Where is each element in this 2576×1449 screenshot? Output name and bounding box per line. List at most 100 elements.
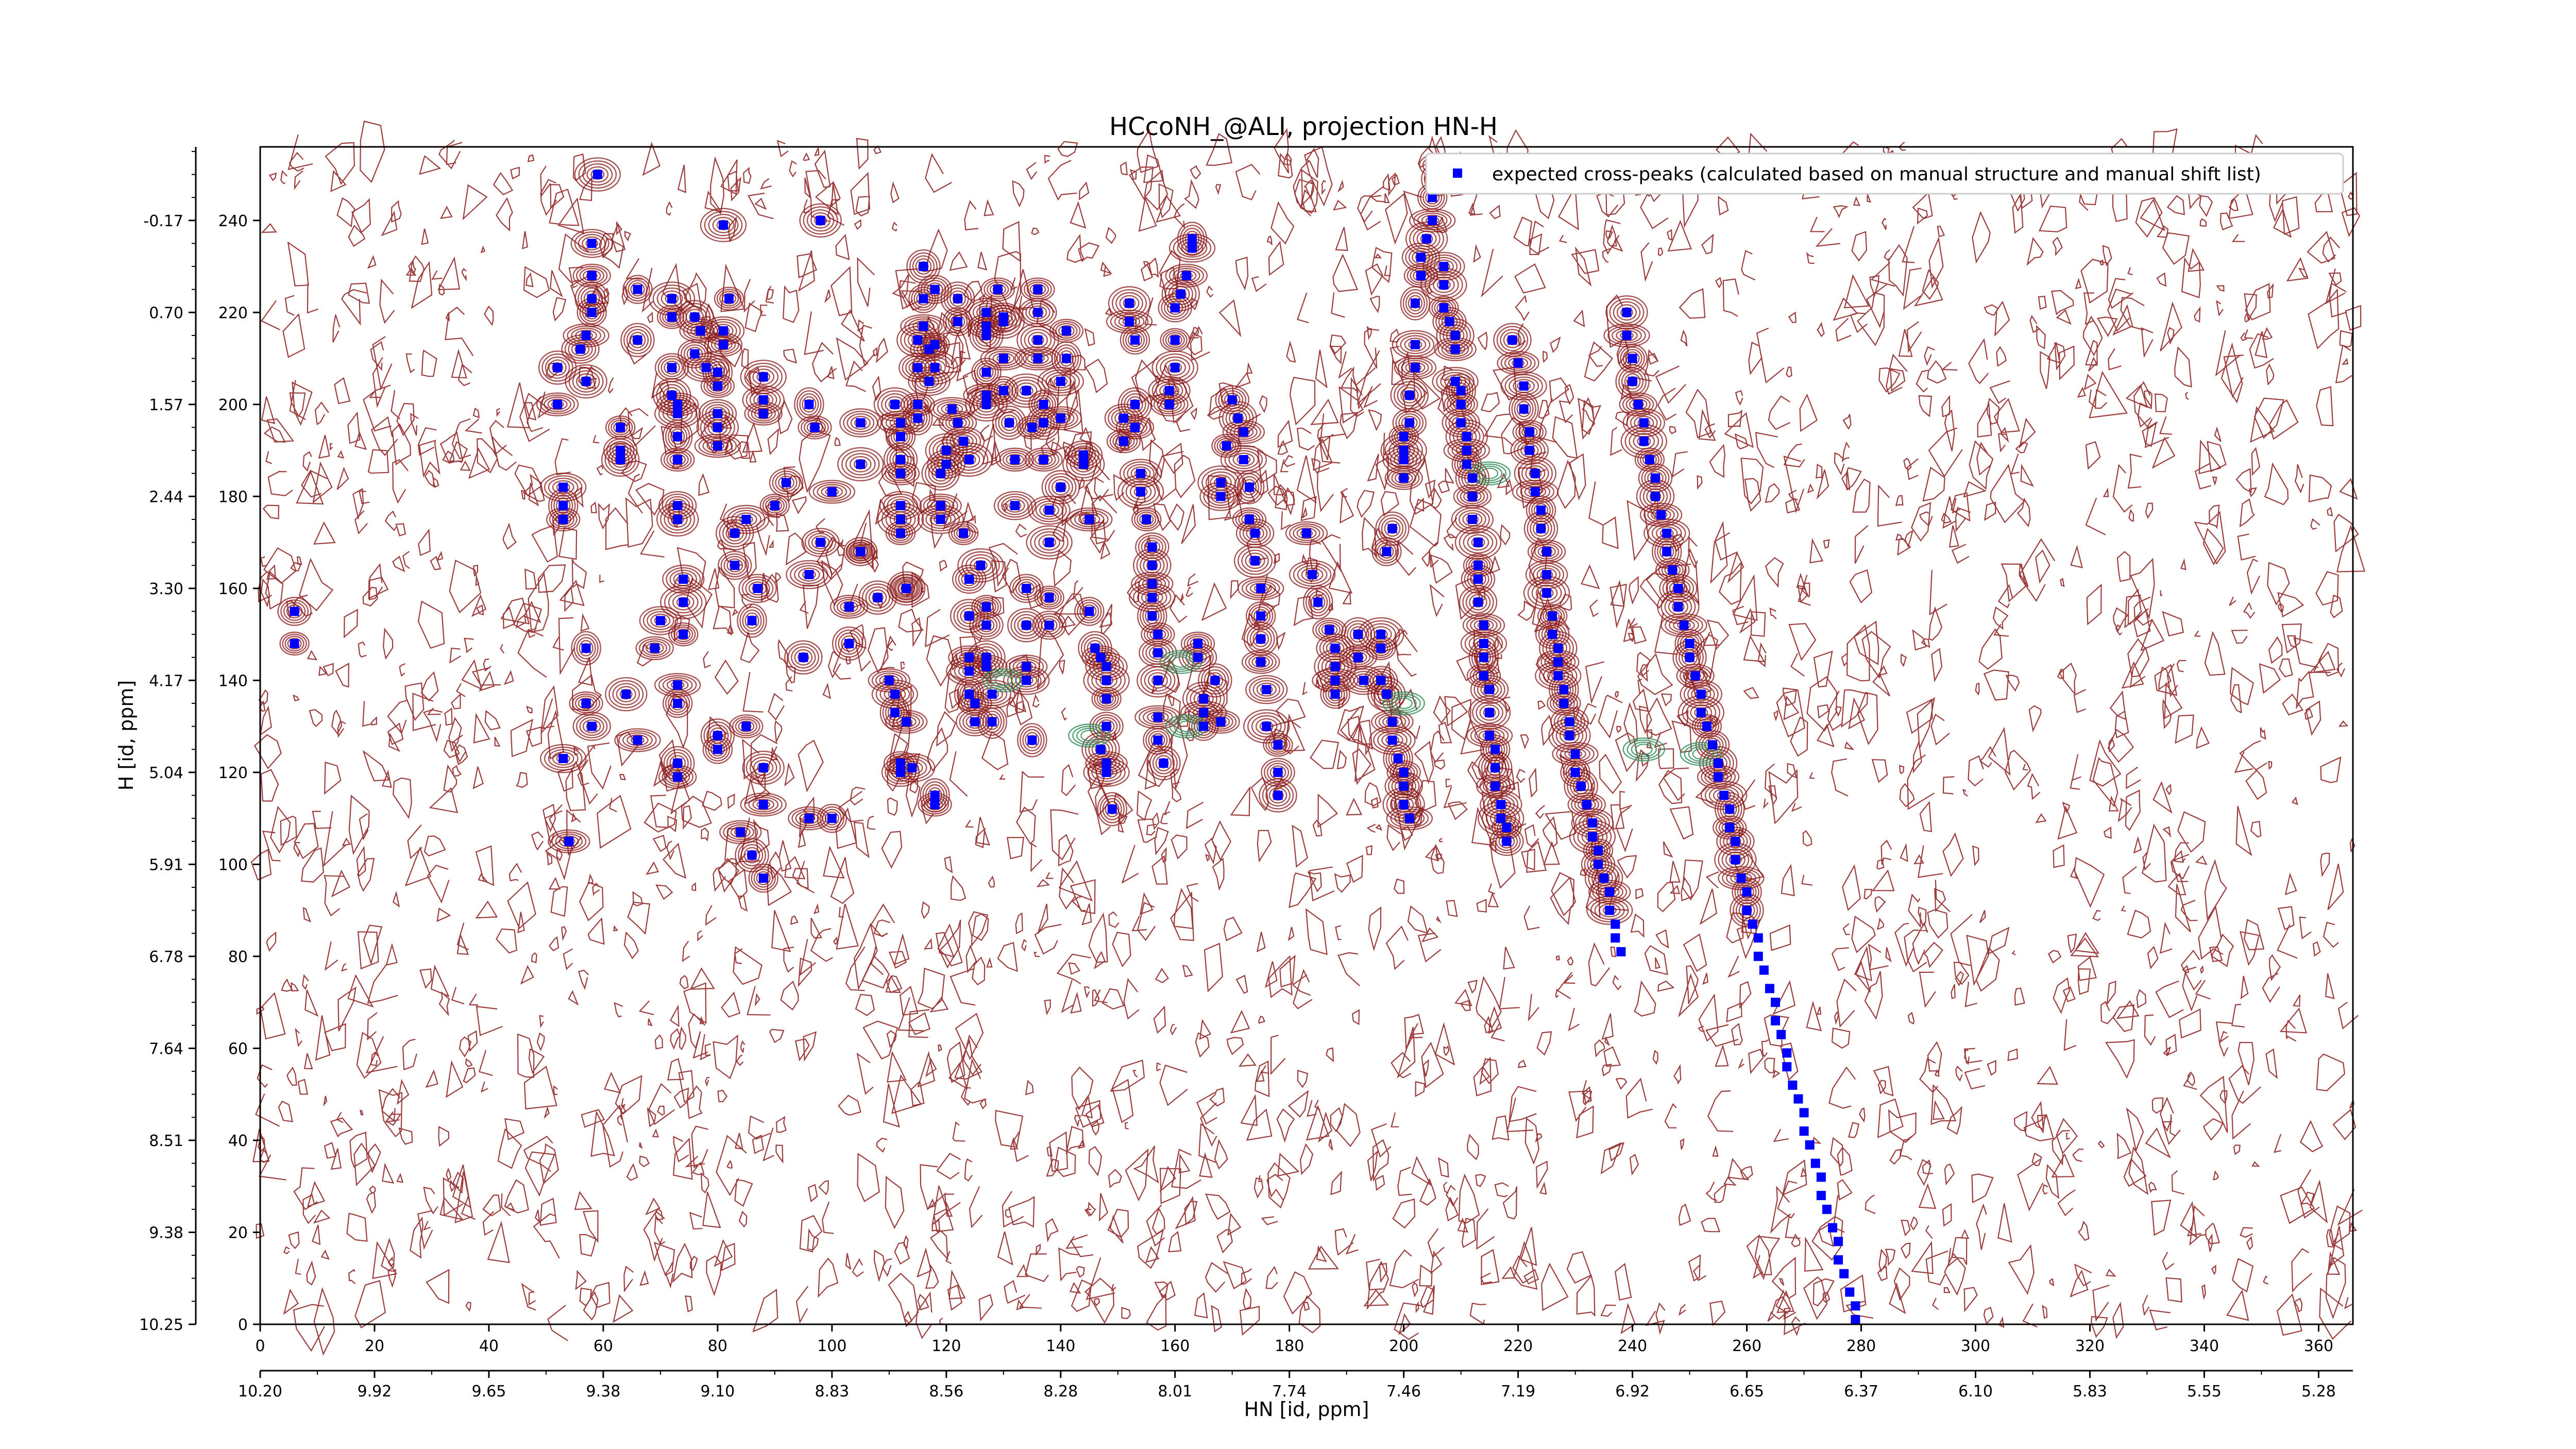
cross-peak-marker: [1262, 685, 1272, 695]
cross-peak-marker: [919, 322, 928, 331]
cross-peak-marker: [741, 515, 751, 524]
cross-peak-marker: [1576, 781, 1586, 791]
y-ppm-tick-label: 8.51: [149, 1132, 183, 1150]
cross-peak-marker: [1084, 515, 1094, 524]
cross-peak-marker: [1118, 413, 1128, 423]
peak-contour: [1713, 815, 1747, 840]
cross-peak-marker: [1611, 919, 1620, 929]
cross-peak-marker: [758, 395, 768, 405]
cross-peak-marker: [713, 441, 722, 451]
cross-peak-marker: [633, 284, 642, 294]
peak-contour: [817, 803, 848, 833]
x-ppm-tick-label: 7.19: [1501, 1383, 1535, 1401]
x-index-tick-label: 0: [255, 1337, 265, 1355]
cross-peak-marker: [1382, 689, 1392, 699]
cross-peak-marker: [1731, 836, 1740, 846]
y-index-tick-label: 200: [218, 396, 248, 414]
cross-peak-marker: [896, 515, 905, 524]
cross-peak-marker: [1170, 335, 1180, 345]
cross-peak-marker: [896, 432, 905, 442]
cross-peak-marker: [713, 745, 722, 754]
cross-peak-marker: [1788, 1080, 1798, 1090]
cross-peak-marker: [1490, 763, 1500, 772]
cross-peak-marker: [1027, 423, 1037, 432]
cross-peak-marker: [587, 239, 597, 248]
cross-peak-marker: [1530, 468, 1540, 478]
cross-peak-marker: [1142, 515, 1151, 524]
cross-peak-marker: [1685, 639, 1694, 648]
cross-peak-marker: [924, 377, 934, 386]
cross-peak-marker: [770, 501, 779, 511]
cross-peak-marker: [1548, 630, 1557, 639]
peak-contour: [1470, 675, 1509, 704]
cross-peak-marker: [1096, 745, 1106, 754]
cross-peak-marker: [1039, 399, 1048, 409]
plot-frame: [259, 146, 2354, 1325]
cross-peak-marker: [1662, 547, 1672, 557]
negative-contour: [1622, 737, 1666, 762]
cross-peak-marker: [976, 561, 986, 570]
cross-peak-marker: [558, 754, 568, 764]
cross-peak-marker: [1553, 643, 1563, 653]
cross-peak-marker: [581, 643, 591, 653]
cross-peak-marker: [959, 528, 969, 538]
cross-peak-marker: [1742, 887, 1752, 897]
cross-peak-marker: [690, 349, 700, 359]
cross-peak-marker: [1101, 767, 1111, 777]
cross-peak-marker: [679, 597, 688, 607]
cross-peak-marker: [575, 344, 585, 354]
cross-peak-marker: [804, 399, 814, 409]
cross-peak-marker: [719, 220, 728, 230]
cross-peak-marker: [587, 271, 597, 280]
peak-contour: [980, 346, 1027, 370]
cross-peak-marker: [896, 418, 905, 428]
cross-peak-marker: [953, 418, 962, 428]
y-index-tick-label: 100: [218, 856, 248, 874]
cross-peak-marker: [724, 294, 734, 304]
cross-peak-marker: [1473, 561, 1483, 570]
cross-peak-marker: [673, 515, 683, 524]
peak-contour: [801, 528, 840, 557]
cross-peak-marker: [1845, 1287, 1855, 1297]
cross-peak-marker: [1256, 611, 1266, 621]
cross-peak-marker: [1582, 800, 1591, 810]
cross-peak-marker: [1753, 951, 1763, 961]
cross-peak-marker: [1399, 781, 1409, 791]
peak-contour: [571, 631, 601, 666]
cross-peak-marker: [1153, 735, 1163, 745]
cross-peak-marker: [1096, 652, 1106, 662]
cross-peak-marker: [616, 423, 625, 432]
peak-contour: [738, 574, 777, 603]
legend: expected cross-peaks (calculated based o…: [1425, 153, 2344, 195]
x-index-tick-label: 320: [2075, 1337, 2105, 1355]
cross-peak-marker: [1330, 662, 1340, 671]
cross-peak-marker: [1639, 418, 1649, 428]
cross-peak-marker: [1502, 823, 1512, 832]
cross-peak-marker: [713, 731, 722, 740]
peak-contour: [700, 208, 747, 242]
cross-peak-marker: [1428, 193, 1437, 203]
cross-peak-marker: [827, 814, 837, 823]
cross-peak-marker: [981, 322, 991, 331]
x-index-axis: 0 20 40 60 80 100 120 140 160 180 200 220 240 260 280 3…: [255, 1324, 2333, 1355]
cross-peak-marker: [1496, 814, 1506, 823]
cross-peak-marker: [1022, 676, 1031, 685]
cross-peak-marker: [713, 367, 722, 377]
cross-peak-marker: [1039, 455, 1048, 464]
cross-peak-marker: [736, 827, 745, 837]
cross-peak-marker: [1410, 363, 1420, 373]
cross-peak-marker: [1731, 855, 1740, 865]
cross-peak-marker: [1399, 432, 1409, 442]
cross-peak-marker: [1273, 790, 1283, 800]
cross-peak-marker: [902, 717, 911, 727]
cross-peak-marker: [981, 391, 991, 400]
cross-peak-marker: [1485, 707, 1495, 717]
cross-peak-marker: [1393, 754, 1403, 764]
cross-peak-marker: [913, 413, 923, 423]
cross-peak-marker: [1101, 721, 1111, 731]
y-ppm-tick-label: 3.30: [149, 580, 183, 598]
cross-peak-marker: [1130, 423, 1140, 432]
cross-peak-marker: [1245, 482, 1254, 492]
cross-peak-marker: [1056, 413, 1065, 423]
cross-peak-marker: [1834, 1237, 1843, 1246]
